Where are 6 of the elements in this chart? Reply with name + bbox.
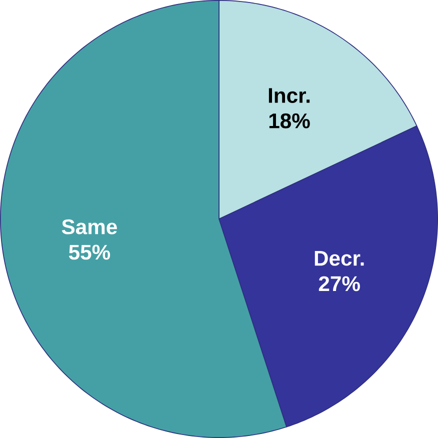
slice-label: Same <box>62 219 117 234</box>
data-label: 27% <box>318 276 360 292</box>
data-label: 55% <box>68 244 110 260</box>
slice-label: Decr. <box>314 251 364 266</box>
slice-label: Incr. <box>268 88 310 103</box>
data-label: 18% <box>269 113 310 128</box>
